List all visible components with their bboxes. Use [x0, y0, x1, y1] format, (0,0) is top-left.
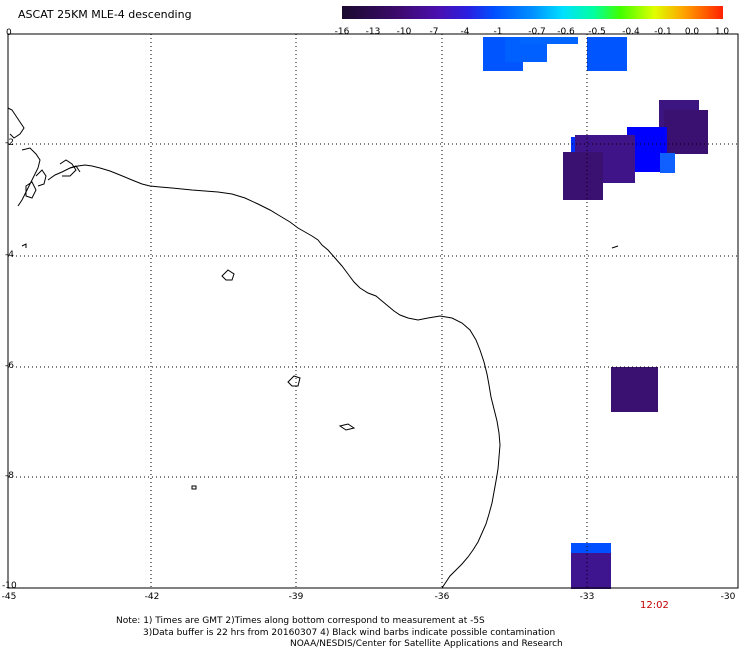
x-tick-label: -42: [144, 592, 160, 602]
colorbar-label: -0.7: [528, 27, 546, 37]
note-line-3: NOAA/NESDIS/Center for Satellite Applica…: [290, 639, 563, 649]
coastline: [47, 164, 501, 589]
data-cell: [611, 367, 658, 412]
colorbar-label: -0.1: [654, 27, 672, 37]
data-cell: [563, 152, 603, 200]
amazon-delta: [7, 107, 81, 207]
island-2: [287, 375, 301, 387]
x-tick-label: -39: [288, 592, 304, 602]
note-line-2: 3)Data buffer is 22 hrs from 20160307 4)…: [143, 628, 556, 638]
data-cell: [664, 110, 708, 154]
note-line-1: Note: 1) Times are GMT 2)Times along bot…: [116, 616, 485, 626]
y-tick-label: 0: [6, 28, 12, 38]
colorbar-label: -10: [396, 27, 412, 37]
colorbar-label: -7: [429, 27, 439, 37]
colorbar-label: -13: [365, 27, 381, 37]
island-4: [191, 485, 197, 490]
island-1: [221, 269, 235, 281]
y-tick-label: -4: [5, 250, 14, 260]
x-tick-label: -45: [1, 592, 17, 602]
colorbar-label: -0.4: [622, 27, 640, 37]
map-frame: [7, 33, 739, 589]
island-5: [611, 245, 619, 249]
y-tick-label: -6: [5, 361, 14, 371]
y-tick-label: -10: [2, 581, 17, 591]
chart-title: ASCAT 25KM MLE-4 descending: [18, 8, 192, 21]
data-cell: [571, 553, 611, 589]
x-tick-label: -33: [579, 592, 595, 602]
data-cell: [660, 153, 675, 173]
colorbar-label: 1.0: [714, 27, 730, 37]
lat-lon-grid: [8, 33, 738, 588]
time-label: 12:02: [640, 600, 669, 611]
data-cell: [587, 37, 627, 71]
y-tick-label: -2: [5, 138, 14, 148]
colorbar-label: -16: [334, 27, 350, 37]
x-tick-label: -36: [434, 592, 450, 602]
x-tick-label: -30: [720, 592, 736, 602]
data-cell: [571, 543, 611, 555]
colorbar-label: -4: [460, 27, 470, 37]
colorbar-label: -1: [493, 27, 503, 37]
colorbar-label: -0.5: [588, 27, 606, 37]
island-3: [338, 423, 356, 431]
y-tick-label: -8: [5, 471, 14, 481]
data-cell: [520, 37, 578, 44]
colorbar-label: 0.0: [684, 27, 700, 37]
island-6: [21, 243, 27, 248]
colorbar: [342, 6, 723, 19]
wind-data-cells: [483, 37, 708, 589]
colorbar-label: -0.6: [557, 27, 575, 37]
